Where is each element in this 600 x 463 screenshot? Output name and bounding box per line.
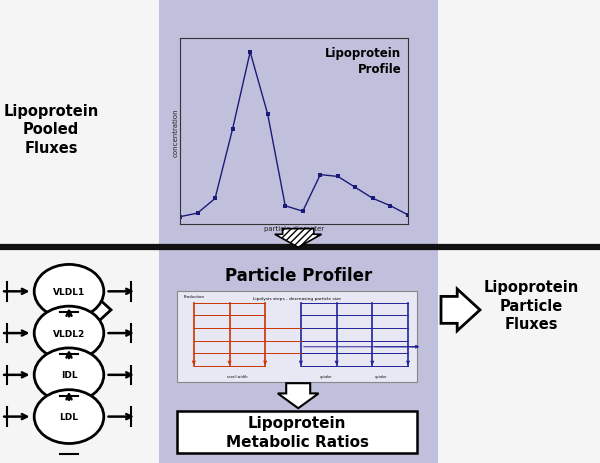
Text: VLDL1: VLDL1	[53, 287, 85, 296]
Text: Lipoprotein
Particle
Fluxes: Lipoprotein Particle Fluxes	[484, 280, 578, 332]
FancyArrow shape	[278, 383, 319, 408]
Circle shape	[34, 307, 104, 360]
Text: uptake: uptake	[375, 374, 387, 378]
Circle shape	[34, 348, 104, 402]
Circle shape	[34, 390, 104, 444]
Bar	[177, 292, 417, 382]
Text: scroll width: scroll width	[227, 374, 247, 378]
Text: LDL: LDL	[59, 412, 79, 421]
FancyArrow shape	[72, 289, 111, 331]
Bar	[159, 0, 438, 463]
Text: Lipoprotein
Metabolic Ratios: Lipoprotein Metabolic Ratios	[226, 415, 368, 449]
Text: Lipolysis steps - decreasing particle size: Lipolysis steps - decreasing particle si…	[253, 296, 341, 300]
Text: uptake: uptake	[320, 374, 332, 378]
Text: IDL: IDL	[61, 370, 77, 380]
Text: Lipoprotein
Pooled
Fluxes: Lipoprotein Pooled Fluxes	[4, 104, 98, 156]
Text: Particle Profiler: Particle Profiler	[224, 267, 372, 284]
FancyArrow shape	[441, 289, 480, 331]
FancyArrow shape	[275, 229, 322, 248]
Text: Production: Production	[184, 294, 204, 299]
Text: VLDL2: VLDL2	[53, 329, 85, 338]
Circle shape	[34, 265, 104, 319]
Bar	[177, 411, 417, 453]
